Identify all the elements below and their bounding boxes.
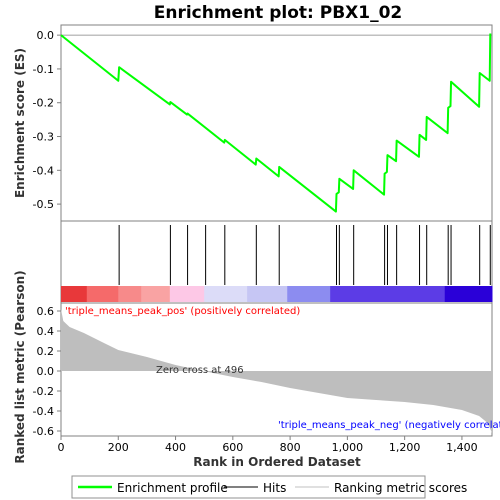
- metric-y-tick-label: 0.4: [37, 325, 55, 338]
- es-y-axis: 0.0 -0.1 -0.2 -0.3 -0.4 -0.5: [33, 29, 61, 211]
- ranking-metric-area: [61, 309, 492, 433]
- color-bar-segment: [169, 286, 205, 302]
- color-bar-segment: [141, 286, 171, 302]
- x-axis-label: Rank in Ordered Dataset: [193, 455, 361, 469]
- chart-title: Enrichment plot: PBX1_02: [154, 3, 403, 23]
- x-tick-label: 600: [222, 441, 243, 454]
- color-bar-segment: [61, 286, 88, 302]
- color-bar-segment: [247, 286, 288, 302]
- metric-y-tick-label: 0.0: [37, 365, 55, 378]
- es-axis-label: Enrichment score (ES): [13, 48, 27, 198]
- metric-axis-label: Ranked list metric (Pearson): [13, 270, 27, 463]
- x-tick-label: 200: [108, 441, 129, 454]
- x-tick-label: 1,000: [332, 441, 364, 454]
- metric-y-axis: 0.6 0.4 0.2 0.0 -0.2 -0.4 -0.6: [33, 305, 61, 438]
- enrichment-profile-line: [60, 33, 492, 213]
- es-y-tick-label: 0.0: [37, 29, 55, 42]
- metric-y-tick-label: -0.6: [33, 425, 54, 438]
- es-y-tick-label: -0.2: [33, 97, 54, 110]
- metric-y-tick-label: 0.6: [37, 305, 55, 318]
- color-bar-segment: [444, 286, 493, 302]
- x-axis: 0 200 400 600 800 1,000 1,200 1,400: [58, 436, 478, 454]
- positive-correlation-label: 'triple_means_peak_pos' (positively corr…: [65, 306, 300, 317]
- zero-cross-label: Zero cross at 496: [156, 365, 244, 376]
- color-bar-segment: [204, 286, 248, 302]
- x-tick-label: 0: [58, 441, 65, 454]
- es-y-tick-label: -0.5: [33, 198, 54, 211]
- color-bar-segment: [330, 286, 446, 302]
- legend: Enrichment profile Hits Ranking metric s…: [71, 475, 467, 499]
- x-tick-label: 400: [165, 441, 186, 454]
- legend-metric-label: Ranking metric scores: [334, 481, 467, 495]
- legend-hits-label: Hits: [263, 481, 286, 495]
- rank-color-bar: [61, 286, 493, 302]
- color-bar-segment: [118, 286, 142, 302]
- negative-correlation-label: 'triple_means_peak_neg' (negatively corr…: [278, 420, 500, 431]
- es-panel-frame: [60, 24, 493, 222]
- es-y-tick-label: -0.4: [33, 164, 54, 177]
- x-tick-label: 1,200: [389, 441, 421, 454]
- color-bar-segment: [86, 286, 119, 302]
- metric-y-tick-label: -0.2: [33, 385, 54, 398]
- x-tick-label: 1,400: [446, 441, 478, 454]
- color-bar-segment: [287, 286, 331, 302]
- hit-marks: [118, 225, 491, 285]
- legend-profile-label: Enrichment profile: [117, 481, 228, 495]
- es-y-tick-label: -0.3: [33, 131, 54, 144]
- metric-y-tick-label: -0.4: [33, 405, 54, 418]
- metric-y-tick-label: 0.2: [37, 345, 55, 358]
- es-y-tick-label: -0.1: [33, 63, 54, 76]
- x-tick-label: 800: [280, 441, 301, 454]
